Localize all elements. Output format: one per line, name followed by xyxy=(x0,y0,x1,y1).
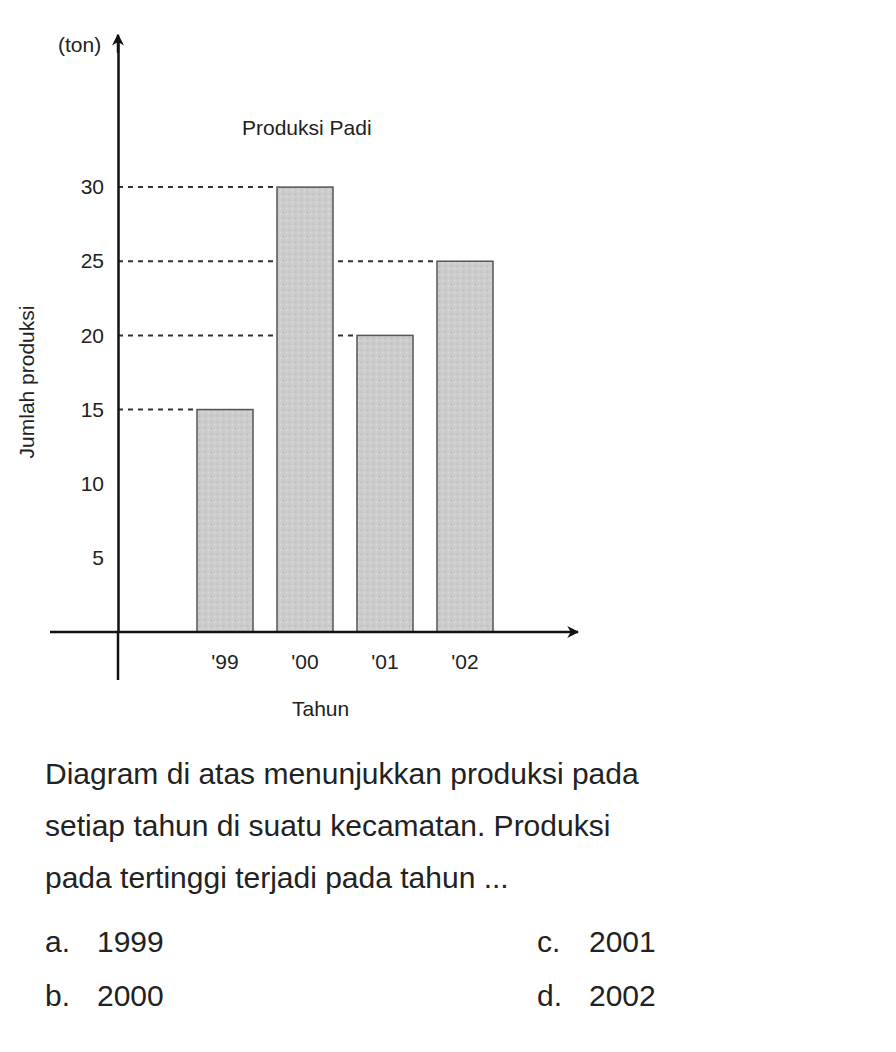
y-tick: 25 xyxy=(81,249,118,272)
y-tick-label: 20 xyxy=(81,324,104,347)
y-tick-label: 15 xyxy=(81,398,104,421)
x-tick-label: '99 xyxy=(211,650,238,673)
option-text: 2001 xyxy=(589,925,656,958)
y-tick: 15 xyxy=(81,398,118,421)
option-text: 2000 xyxy=(97,979,164,1012)
question-line: Diagram di atas menunjukkan produksi pad… xyxy=(45,757,639,790)
option-text: 1999 xyxy=(97,925,164,958)
x-tick: '99 xyxy=(211,632,238,673)
y-axis-extension xyxy=(117,632,120,680)
y-tick: 30 xyxy=(81,175,118,198)
y-tick-label: 10 xyxy=(81,472,104,495)
x-tick: '00 xyxy=(291,632,318,673)
x-tick-label: '00 xyxy=(291,650,318,673)
y-tick-label: 5 xyxy=(92,546,104,569)
plot-area xyxy=(118,187,493,632)
y-tick-label: 30 xyxy=(81,175,104,198)
y-tick: 20 xyxy=(81,324,118,347)
guide-line xyxy=(118,409,197,411)
question-line: setiap tahun di suatu kecamatan. Produks… xyxy=(45,809,610,842)
chart-title: Produksi Padi xyxy=(242,116,372,139)
bar xyxy=(357,335,413,632)
x-tick: '01 xyxy=(371,632,398,673)
x-axis-line xyxy=(50,631,578,634)
y-axis-title: Jumlah produksi xyxy=(15,306,38,459)
option-letter: c. xyxy=(537,925,560,958)
y-tick: 10 xyxy=(81,472,118,495)
y-tick-label: 25 xyxy=(81,249,104,272)
bar xyxy=(197,410,253,632)
x-tick-label: '02 xyxy=(451,650,478,673)
y-tick: 5 xyxy=(92,546,118,569)
y-axis: 5 10 15 20 25 30 xyxy=(81,39,119,632)
option-letter: b. xyxy=(45,979,70,1012)
x-axis: '99 '00 '01 '02 xyxy=(211,632,478,673)
x-axis-title: Tahun xyxy=(292,697,349,720)
option-letter: a. xyxy=(45,925,70,958)
page: 5 10 15 20 25 30 '99 '00 '01 '02 (ton) Produksi Pad… xyxy=(0,0,896,1052)
y-unit: (ton) xyxy=(58,33,101,56)
x-tick-label: '01 xyxy=(371,650,398,673)
option-text: 2002 xyxy=(589,979,656,1012)
guide-line xyxy=(118,186,277,188)
y-axis-arrow xyxy=(117,35,120,53)
bar xyxy=(277,187,333,632)
question-line: pada tertinggi terjadi pada tahun ... xyxy=(45,861,509,894)
bar xyxy=(437,261,493,632)
x-tick: '02 xyxy=(451,632,478,673)
option-letter: d. xyxy=(537,979,562,1012)
y-axis-line xyxy=(117,39,120,632)
